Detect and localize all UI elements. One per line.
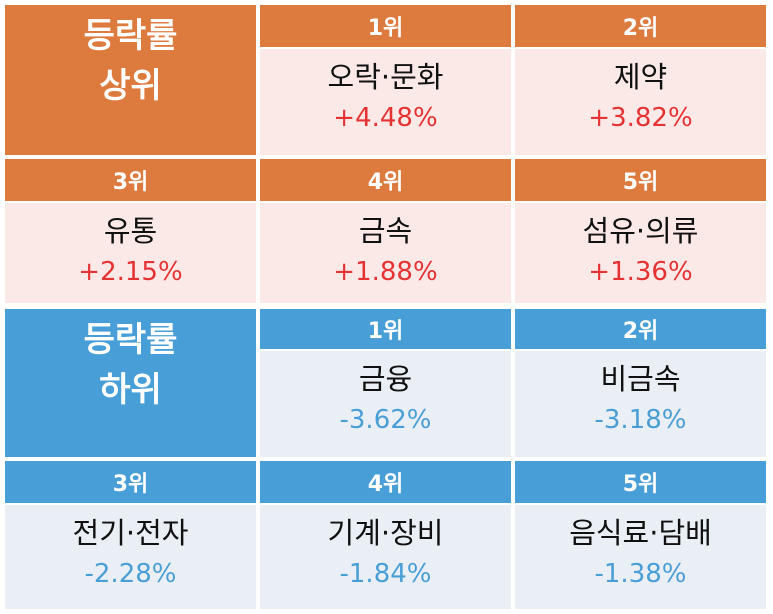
sector-name: 금속 [358,214,413,248]
bottom-rank4-cell: 기계·장비 -1.84% [260,505,511,609]
sector-name: 금융 [358,362,413,396]
sector-change: -1.84% [339,559,432,589]
sector-name: 전기·전자 [72,516,189,550]
rank-label: 1위 [367,16,404,41]
top-rank3-cell: 유통 +2.15% [5,203,256,303]
top-rank3-header: 3위 [5,159,256,201]
rank-label: 2위 [622,319,659,344]
bottom-rank3-header: 3위 [5,461,256,503]
sector-change: -3.62% [339,405,432,435]
top-rank2-cell: 제약 +3.82% [515,49,766,155]
sector-name: 음식료·담배 [569,516,712,550]
bottom-rank1-header: 1위 [260,309,511,349]
top-rank4-header: 4위 [260,159,511,201]
rank-label: 3위 [112,170,149,195]
rank-label: 1위 [367,319,404,344]
sector-change: -3.18% [594,405,687,435]
top-rank1-header: 1위 [260,5,511,47]
rank-label: 4위 [367,170,404,195]
rank-label: 4위 [367,472,404,497]
top-title-line1: 등락률 [83,16,178,56]
top-rank5-header: 5위 [515,159,766,201]
bottom-rank5-cell: 음식료·담배 -1.38% [515,505,766,609]
sector-change: +4.48% [333,103,438,133]
bottom-title-line2: 하위 [99,370,162,410]
sector-name: 오락·문화 [327,60,444,94]
bottom-rank2-cell: 비금속 -3.18% [515,351,766,457]
rank-label: 5위 [622,170,659,195]
sector-name: 섬유·의류 [582,214,699,248]
sector-change: +1.88% [333,257,438,287]
rank-label: 3위 [112,472,149,497]
sector-name: 제약 [613,60,668,94]
top-rank1-cell: 오락·문화 +4.48% [260,49,511,155]
top-rank4-cell: 금속 +1.88% [260,203,511,303]
bottom-rank5-header: 5위 [515,461,766,503]
bottom-rank3-cell: 전기·전자 -2.28% [5,505,256,609]
sector-name: 기계·장비 [327,516,444,550]
bottom-title-block: 등락률 하위 [5,309,256,457]
sector-change: +1.36% [588,257,693,287]
sector-change: +3.82% [588,103,693,133]
sector-name: 유통 [103,214,158,248]
sector-change: -2.28% [84,559,177,589]
bottom-rank2-header: 2위 [515,309,766,349]
bottom-rank4-header: 4위 [260,461,511,503]
top-rank2-header: 2위 [515,5,766,47]
rank-label: 5위 [622,472,659,497]
rank-label: 2위 [622,16,659,41]
top-title-block: 등락률 상위 [5,5,256,155]
sector-name: 비금속 [600,362,681,396]
sector-change: +2.15% [78,257,183,287]
bottom-title-line1: 등락률 [83,320,178,360]
top-title-line2: 상위 [99,66,162,106]
sector-change: -1.38% [594,559,687,589]
bottom-rank1-cell: 금융 -3.62% [260,351,511,457]
top-rank5-cell: 섬유·의류 +1.36% [515,203,766,303]
